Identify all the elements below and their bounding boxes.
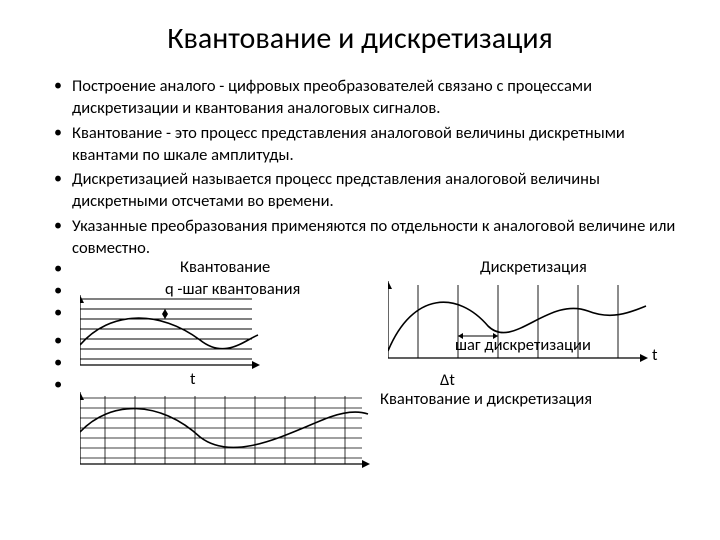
bullet-list: Построение аналого - цифровых преобразов… <box>40 75 680 259</box>
diagram-area: Квантование Дискретизация q -шаг квантов… <box>40 257 680 477</box>
empty-bullets <box>50 257 72 395</box>
dt-label: Δt <box>440 370 455 390</box>
combined-chart <box>80 392 370 472</box>
bullet-item: Дискретизацией называется процесс предст… <box>50 168 680 213</box>
combined-label: Квантование и дискретизация <box>380 389 592 409</box>
bullet-item: Квантование - это процесс представления … <box>50 122 680 167</box>
quant-chart <box>80 295 260 373</box>
discr-chart <box>388 281 648 366</box>
t2-label: t <box>652 345 658 365</box>
quant-label: Квантование <box>180 257 270 277</box>
bullet-item: Указанные преобразования применяются по … <box>50 215 680 260</box>
discr-label: Дискретизация <box>480 257 587 277</box>
bullet-item: Построение аналого - цифровых преобразов… <box>50 75 680 120</box>
page-title: Квантование и дискретизация <box>40 20 680 57</box>
